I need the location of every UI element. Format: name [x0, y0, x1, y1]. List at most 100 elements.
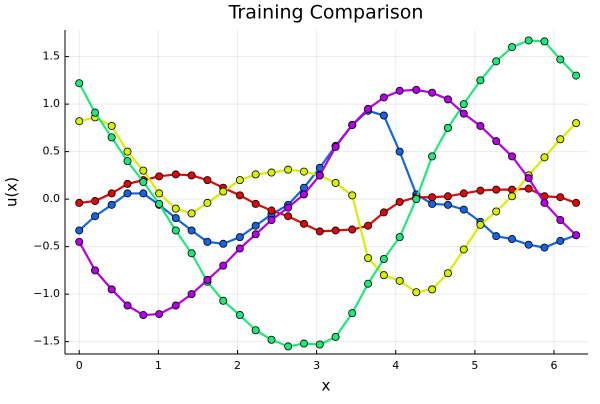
series-marker	[524, 240, 533, 249]
series-line	[78, 39, 577, 348]
series-marker	[187, 290, 196, 299]
series-marker	[235, 244, 244, 253]
series-marker	[219, 239, 228, 248]
series-marker	[203, 275, 212, 284]
series-marker	[524, 174, 533, 183]
series-marker	[459, 109, 468, 118]
series-marker	[171, 204, 180, 213]
series-marker	[412, 195, 421, 204]
series-marker	[572, 71, 581, 80]
chart-title: Training Comparison	[228, 2, 424, 24]
x-tick-label: 6	[550, 359, 557, 372]
series-marker	[459, 100, 468, 109]
series-marker	[203, 237, 212, 246]
series-marker	[267, 216, 276, 225]
series-marker	[556, 236, 565, 245]
x-tick-label: 3	[313, 359, 320, 372]
series-marker	[556, 216, 565, 225]
y-tick-label: 1.0	[43, 97, 61, 110]
series-marker	[540, 243, 549, 252]
series-marker	[395, 233, 404, 242]
series-marker	[284, 203, 293, 212]
series-marker	[492, 137, 501, 146]
series-marker	[331, 332, 340, 341]
y-axis-label: u(x)	[3, 177, 21, 207]
series-marker	[299, 339, 308, 348]
series-marker	[572, 231, 581, 240]
series-marker	[508, 235, 517, 244]
series-marker	[428, 285, 437, 294]
series-marker	[203, 176, 212, 185]
series-marker	[267, 335, 276, 344]
series-marker	[155, 310, 164, 319]
series-marker	[75, 117, 84, 126]
series-marker	[476, 76, 485, 85]
series-marker	[75, 79, 84, 88]
series-marker	[251, 326, 260, 335]
series-marker	[428, 88, 437, 97]
series-marker	[107, 133, 116, 142]
series-marker	[219, 296, 228, 305]
series-marker	[91, 212, 100, 221]
series-marker	[123, 147, 132, 156]
y-tick-label: −1.5	[33, 335, 60, 348]
series-marker	[284, 342, 293, 351]
series-marker	[139, 311, 148, 320]
series-marker	[75, 226, 84, 235]
series-marker	[235, 233, 244, 242]
series-marker	[428, 199, 437, 208]
series-marker	[492, 232, 501, 241]
series-marker	[364, 104, 373, 113]
series-marker	[171, 170, 180, 179]
series-marker	[556, 55, 565, 64]
series-marker	[395, 197, 404, 206]
series-marker	[139, 178, 148, 187]
series-marker	[171, 226, 180, 235]
series-marker	[364, 221, 373, 230]
series-marker	[75, 198, 84, 207]
series-marker	[315, 340, 324, 349]
series-marker	[395, 276, 404, 285]
series-marker	[428, 152, 437, 161]
series-marker	[524, 36, 533, 45]
series-marker	[348, 191, 357, 200]
series-marker	[171, 301, 180, 310]
series-marker	[379, 111, 388, 120]
series-marker	[91, 197, 100, 206]
series-marker	[251, 170, 260, 179]
series-marker	[540, 198, 549, 207]
y-tick-label: 1.5	[43, 50, 61, 63]
series-marker	[107, 285, 116, 294]
series-marker	[348, 225, 357, 234]
series-marker	[251, 199, 260, 208]
series-marker	[331, 226, 340, 235]
series-marker	[379, 208, 388, 217]
series-marker	[284, 212, 293, 221]
series-marker	[299, 190, 308, 199]
series-marker	[75, 237, 84, 246]
series-marker	[107, 189, 116, 198]
series-marker	[476, 121, 485, 130]
series-marker	[443, 192, 452, 201]
series-marker	[91, 266, 100, 275]
series-marker	[556, 193, 565, 202]
series-marker	[235, 191, 244, 200]
series-line	[79, 173, 577, 233]
x-tick-label: 5	[471, 359, 478, 372]
y-tick-label: 0.5	[43, 145, 61, 158]
series-marker	[203, 198, 212, 207]
series-marker	[443, 269, 452, 278]
series-marker	[572, 198, 581, 207]
series-marker	[235, 311, 244, 320]
series-marker	[395, 86, 404, 95]
series-marker	[235, 176, 244, 185]
series-line	[78, 116, 577, 294]
series-line	[78, 88, 577, 317]
series-marker	[139, 189, 148, 198]
series-marker	[379, 254, 388, 263]
x-tick-label: 0	[76, 359, 83, 372]
series-marker	[123, 179, 132, 188]
series-marker	[123, 189, 132, 198]
series-marker	[459, 245, 468, 254]
